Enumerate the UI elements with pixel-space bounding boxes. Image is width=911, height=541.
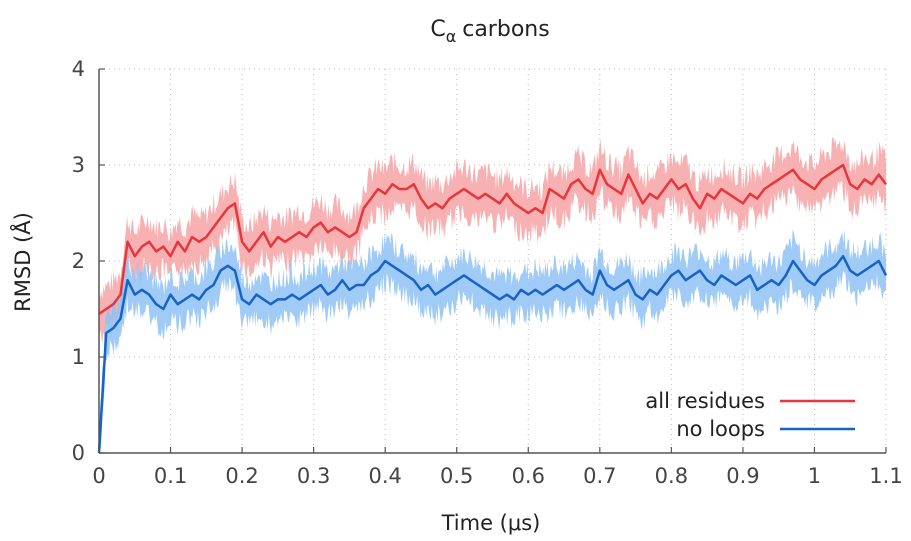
line-layer (97, 163, 888, 454)
x-tick-label: 0.1 (154, 464, 187, 488)
series-line-0 (98, 163, 887, 315)
chart-title: Cα carbons (430, 17, 549, 46)
x-axis-title: Time (μs) (441, 511, 541, 535)
legend: all residues no loops (645, 389, 855, 441)
x-tick-label: 0.4 (368, 464, 401, 488)
x-tick-label: 0.7 (583, 464, 616, 488)
x-tick-label: 1 (808, 464, 821, 488)
x-tick-label: 0.9 (726, 464, 759, 488)
chart-title-main: C (430, 17, 445, 42)
y-tick-label: 3 (72, 153, 85, 177)
axes (98, 68, 887, 454)
y-axis-title: RMSD (Å) (9, 212, 35, 312)
legend-label-1: no loops (676, 417, 765, 441)
series-band-1 (99, 228, 886, 453)
grid (99, 68, 887, 453)
x-tick-label: 0 (92, 464, 105, 488)
y-tick-label: 2 (72, 249, 85, 273)
legend-label-0: all residues (645, 389, 765, 413)
x-tick-label: 0.5 (440, 464, 473, 488)
chart-title-subscript: α (446, 27, 457, 46)
x-tick-label: 0.6 (512, 464, 545, 488)
y-tick-label: 4 (72, 57, 85, 81)
y-tick-label: 0 (72, 441, 85, 465)
chart-title-rest: carbons (462, 17, 549, 42)
x-tick-label: 1.1 (869, 464, 902, 488)
tick-labels: 0 0.1 0.2 0.3 0.4 0.5 0.6 0.7 0.8 0.9 1 1.1 0 1 2 3 4 (72, 57, 903, 488)
y-tick-label: 1 (72, 345, 85, 369)
x-tick-label: 0.3 (297, 464, 330, 488)
x-tick-label: 0.2 (225, 464, 258, 488)
series-line-1 (97, 254, 888, 454)
x-tick-label: 0.8 (655, 464, 688, 488)
